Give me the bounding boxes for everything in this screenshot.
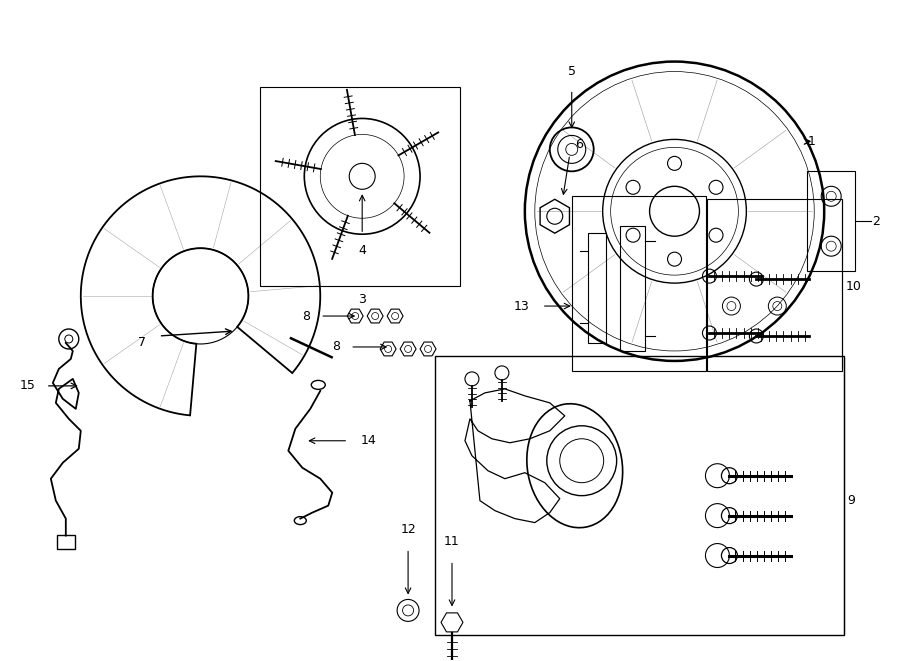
Text: 6: 6 [575, 138, 582, 151]
Text: 12: 12 [400, 523, 416, 535]
Text: 14: 14 [360, 434, 376, 447]
Text: 11: 11 [444, 535, 460, 547]
Bar [57, 535, 75, 549]
Text: 8: 8 [302, 309, 310, 323]
Bar [260, 87, 460, 286]
Text: 4: 4 [358, 244, 366, 257]
Bar [435, 356, 844, 635]
Bar [707, 199, 842, 371]
Bar [807, 171, 855, 271]
Text: 9: 9 [847, 494, 855, 507]
Text: 5: 5 [568, 65, 576, 77]
Text: 8: 8 [332, 340, 340, 354]
Text: 10: 10 [846, 280, 862, 293]
Text: 1: 1 [807, 135, 815, 148]
Text: 13: 13 [514, 299, 530, 313]
Text: 2: 2 [872, 215, 880, 228]
Text: 15: 15 [20, 379, 36, 393]
Bar [572, 196, 706, 371]
Text: 3: 3 [358, 293, 366, 306]
Text: 7: 7 [138, 336, 146, 350]
